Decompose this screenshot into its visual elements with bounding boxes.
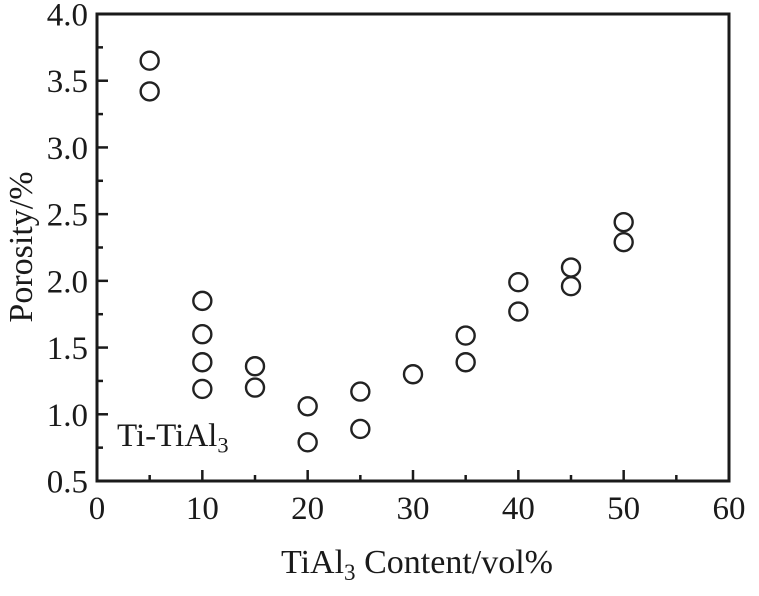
data-point — [139, 81, 160, 102]
x-axis-title: TiAl3 Content/vol% — [281, 546, 553, 585]
data-point — [350, 418, 371, 440]
x-axis-title-pre: TiAl — [281, 544, 345, 581]
data-point — [244, 356, 266, 377]
plot-frame — [95, 12, 731, 483]
data-point — [508, 301, 529, 322]
data-point — [192, 290, 213, 312]
y-tick-label: 4.0 — [47, 0, 88, 34]
data-point — [192, 324, 213, 345]
data-point — [139, 50, 160, 71]
y-tick-label: 2.0 — [47, 264, 88, 300]
data-point — [508, 271, 529, 293]
data-point — [455, 325, 476, 346]
series-annotation: Ti-TiAl3 — [117, 420, 229, 457]
data-point — [297, 432, 318, 453]
y-tick-label: 2.5 — [47, 198, 88, 234]
data-point — [613, 231, 634, 253]
data-point — [192, 378, 213, 400]
x-tick-label: 60 — [713, 491, 746, 527]
y-tick-label: 3.5 — [47, 64, 88, 100]
data-point — [297, 396, 318, 417]
data-point — [350, 381, 371, 402]
data-point — [560, 257, 582, 278]
data-point — [560, 275, 582, 297]
series-annotation-pre: Ti-TiAl — [117, 418, 218, 454]
data-point — [244, 377, 266, 398]
data-point — [613, 211, 634, 233]
x-tick-label: 30 — [397, 491, 430, 527]
data-point — [455, 352, 476, 373]
data-point — [192, 352, 213, 373]
x-tick-label: 50 — [607, 491, 640, 527]
y-tick-label: 0.5 — [47, 465, 88, 501]
series-annotation-subscript: 3 — [217, 432, 229, 458]
x-axis-title-subscript: 3 — [344, 559, 356, 586]
y-tick-label: 1.0 — [47, 398, 88, 434]
y-axis-title-text: Porosity/% — [3, 171, 40, 323]
x-tick-label: 20 — [291, 491, 324, 527]
y-tick-label: 1.5 — [47, 331, 88, 367]
y-tick-label: 3.0 — [47, 131, 88, 167]
x-tick-label: 0 — [89, 491, 106, 527]
x-tick-label: 40 — [502, 491, 535, 527]
y-axis-title: Porosity/% — [3, 171, 40, 323]
data-point — [402, 364, 424, 385]
x-tick-label: 10 — [186, 491, 219, 527]
x-axis-title-post: Content/vol% — [355, 544, 553, 581]
